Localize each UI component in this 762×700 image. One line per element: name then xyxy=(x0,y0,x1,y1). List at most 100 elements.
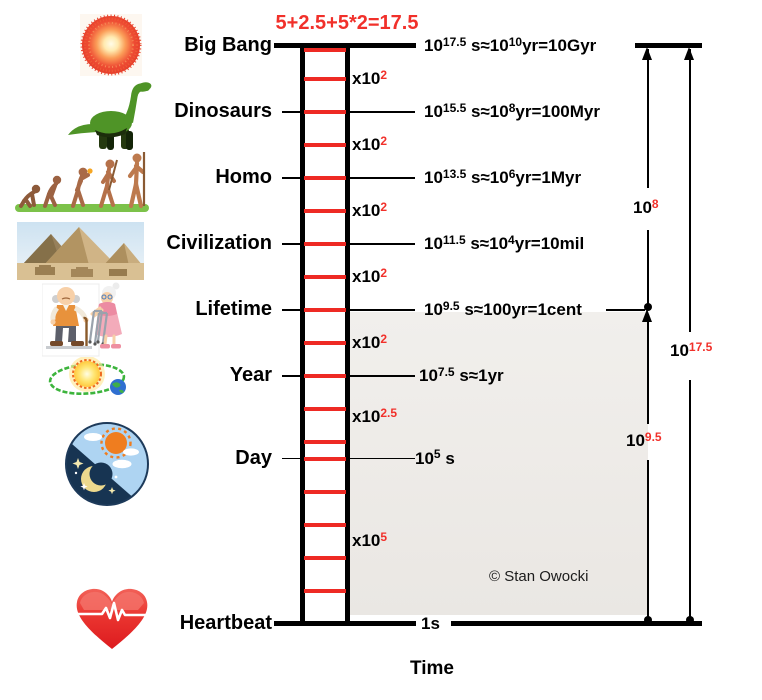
row-connector-right xyxy=(350,309,415,311)
arrow-10-95-line-upper xyxy=(647,321,649,424)
sun-orbit-icon xyxy=(48,357,126,395)
event-label-day: Day xyxy=(235,446,272,469)
span-exponent: 9.5 xyxy=(644,429,662,444)
pyramids-icon xyxy=(17,222,144,280)
ladder-left-rail xyxy=(300,43,305,626)
row-connector-right xyxy=(350,375,415,377)
lifetime-junction-dot xyxy=(644,303,652,311)
exponent: 2 xyxy=(380,265,388,280)
row-connector-left xyxy=(282,177,300,179)
span-exponent: 17.5 xyxy=(688,339,713,354)
time-value: 107.5 s≈1yr xyxy=(419,364,504,389)
heart-icon xyxy=(72,588,151,649)
exponent: 13.5 xyxy=(442,166,467,181)
text-segment: x10 xyxy=(352,333,381,352)
text-segment: s≈10 xyxy=(466,168,509,187)
span-base: 10 xyxy=(626,431,645,450)
text-segment: 10 xyxy=(424,36,443,55)
text-segment: x10 xyxy=(352,201,381,220)
text-segment: yr=10mil xyxy=(514,234,585,253)
heartbeat-line-right xyxy=(451,621,702,626)
ladder-rung xyxy=(304,308,346,312)
ladder-rung xyxy=(304,341,346,345)
row-connector-left xyxy=(282,457,300,459)
exponent: 7.5 xyxy=(437,364,455,379)
exponent: 4 xyxy=(508,232,515,247)
ladder-rung xyxy=(304,242,346,246)
text-segment: x10 xyxy=(352,267,381,286)
multiplier-label: x102 xyxy=(352,200,387,223)
ladder-rung xyxy=(304,522,346,527)
multiplier-label: x105 xyxy=(352,530,387,553)
text-segment: s≈100yr=1cent xyxy=(459,300,582,319)
time-value: 109.5 s≈100yr=1cent xyxy=(424,298,582,323)
row-connector-right xyxy=(350,457,415,459)
text-segment: x10 xyxy=(352,69,381,88)
text-segment: 10 xyxy=(424,168,443,187)
title-equation: 5+2.5+5*2=17.5 xyxy=(275,12,419,34)
row-connector-right xyxy=(350,243,415,245)
text-segment: 10 xyxy=(424,234,443,253)
span-label-10-8: 108 xyxy=(633,197,659,220)
ladder-rung xyxy=(304,489,346,494)
time-value: 1015.5 s≈108yr=100Myr xyxy=(424,100,600,125)
axis-label-time: Time xyxy=(410,658,455,679)
text-segment: s≈10 xyxy=(466,36,509,55)
ladder-rung xyxy=(304,555,346,560)
ladder-rung xyxy=(304,209,346,213)
exponent: 2 xyxy=(380,331,388,346)
exponent: 11.5 xyxy=(442,232,466,247)
ladder-rung xyxy=(304,440,346,444)
arrow-up-icon xyxy=(642,47,652,60)
multiplier-label: x102.5 xyxy=(352,406,397,429)
text-segment: s≈10 xyxy=(465,234,509,253)
span-exponent: 8 xyxy=(651,196,659,211)
row-connector-right xyxy=(350,177,415,179)
arrow-10-8-line-upper xyxy=(647,49,649,188)
row-connector-left xyxy=(282,375,300,377)
text-segment: x10 xyxy=(352,407,381,427)
ladder-rung xyxy=(304,110,346,114)
exponent: 5 xyxy=(433,447,441,461)
copyright-text: © Stan Owocki xyxy=(489,568,589,585)
ladder-rung xyxy=(304,143,346,147)
time-value: 105 s xyxy=(415,447,455,472)
ladder-rung xyxy=(304,77,346,81)
time-value: 1013.5 s≈106yr=1Myr xyxy=(424,166,581,191)
span-label-10-175: 1017.5 xyxy=(670,340,712,363)
event-label-dinosaurs: Dinosaurs xyxy=(174,100,272,122)
ladder-rung xyxy=(304,47,346,52)
exponent: 8 xyxy=(508,100,516,115)
dinosaur-icon xyxy=(68,82,152,150)
text-segment: yr=100Myr xyxy=(515,102,600,121)
arrow-up-icon xyxy=(684,47,694,60)
event-label-homo: Homo xyxy=(215,166,272,188)
exponent: 2.5 xyxy=(380,405,398,420)
ladder-rung xyxy=(304,456,346,461)
exponent: 15.5 xyxy=(442,100,467,115)
arrow-10-95-line-lower xyxy=(647,460,649,620)
text-segment: x10 xyxy=(352,135,381,154)
multiplier-label: x102 xyxy=(352,266,387,289)
row-connector-left xyxy=(282,111,300,113)
event-label-civilization: Civilization xyxy=(166,232,272,254)
exponent: 5 xyxy=(380,529,388,544)
big-bang-icon xyxy=(80,14,142,76)
text-segment: 10 xyxy=(419,366,438,385)
text-segment: s≈1yr xyxy=(454,366,504,385)
arrow-10-175-line-upper xyxy=(689,49,691,332)
row-connector-right xyxy=(350,111,415,113)
exponent: 17.5 xyxy=(442,34,467,49)
event-label-big-bang: Big Bang xyxy=(184,34,272,56)
ladder-rung xyxy=(304,588,346,593)
top-right-bar xyxy=(635,43,702,48)
row-connector-left xyxy=(282,243,300,245)
exponent: 9.5 xyxy=(442,298,460,313)
row-connector-left xyxy=(282,309,300,311)
arrow-10-175-line-lower xyxy=(689,380,691,620)
text-segment: s≈10 xyxy=(466,102,509,121)
ladder-rung xyxy=(304,275,346,279)
exponent: 2 xyxy=(380,133,388,148)
text-segment: s xyxy=(440,448,455,468)
bigbang-line xyxy=(274,43,416,48)
